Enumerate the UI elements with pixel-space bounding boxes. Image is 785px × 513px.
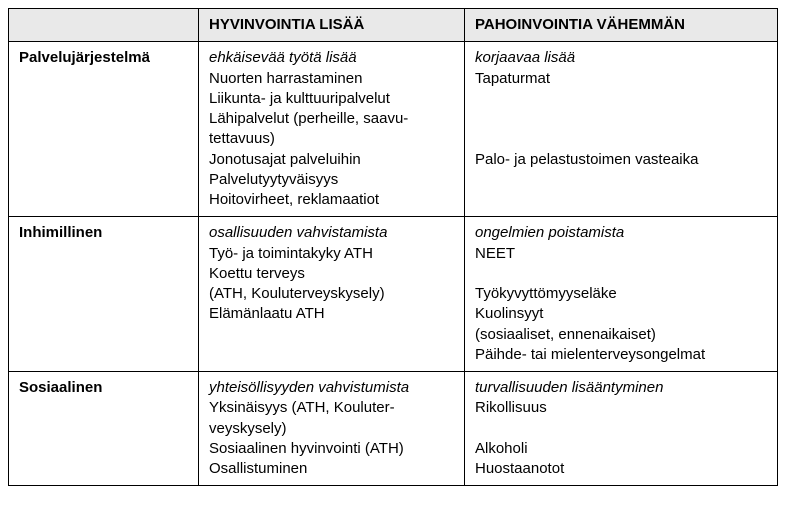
- cell-line: Rikollisuus: [475, 398, 767, 418]
- cell-line: Koettu terveys: [209, 264, 454, 284]
- cell-line: (ATH, Kouluterveyskysely): [209, 284, 454, 304]
- cell-line: NEET: [475, 244, 767, 264]
- cell-line: (sosiaaliset, ennenaikaiset): [475, 325, 767, 345]
- cell-line: Lähipalvelut (perheille, saavu-: [209, 109, 454, 129]
- cell-line: Hoitovirheet, reklamaatiot: [209, 190, 454, 210]
- cell-emphasis: korjaavaa lisää: [475, 48, 767, 68]
- header-blank: [9, 9, 199, 42]
- cell-line: Nuorten harrastaminen: [209, 69, 454, 89]
- table-row: Sosiaalinen yhteisöllisyyden vahvistumis…: [9, 372, 778, 486]
- cell-line: Elämänlaatu ATH: [209, 304, 454, 324]
- cell-r2-c2: ongelmien poistamista NEET Työkyvyttömyy…: [465, 217, 778, 372]
- cell-line: tettavuus): [209, 129, 454, 149]
- row-head-inhimillinen: Inhimillinen: [9, 217, 199, 372]
- table-header-row: HYVINVOINTIA LISÄÄ PAHOINVOINTIA VÄHEMMÄ…: [9, 9, 778, 42]
- cell-r1-c2: korjaavaa lisää Tapaturmat Palo- ja pela…: [465, 42, 778, 217]
- cell-line: Sosiaalinen hyvinvointi (ATH): [209, 439, 454, 459]
- row-head-sosiaalinen: Sosiaalinen: [9, 372, 199, 486]
- row-head-palvelujarjestelma: Palvelujärjestelmä: [9, 42, 199, 217]
- cell-line: Palo- ja pelastustoimen vasteaika: [475, 150, 767, 170]
- cell-emphasis: yhteisöllisyyden vahvistumista: [209, 378, 454, 398]
- cell-r3-c1: yhteisöllisyyden vahvistumista Yksinäisy…: [199, 372, 465, 486]
- wellbeing-table: HYVINVOINTIA LISÄÄ PAHOINVOINTIA VÄHEMMÄ…: [8, 8, 778, 486]
- cell-emphasis: turvallisuuden lisääntyminen: [475, 378, 767, 398]
- cell-emphasis: osallisuuden vahvistamista: [209, 223, 454, 243]
- cell-r2-c1: osallisuuden vahvistamista Työ- ja toimi…: [199, 217, 465, 372]
- cell-line: Alkoholi: [475, 439, 767, 459]
- header-col-2: PAHOINVOINTIA VÄHEMMÄN: [465, 9, 778, 42]
- cell-emphasis: ehkäisevää työtä lisää: [209, 48, 454, 68]
- cell-line: Liikunta- ja kulttuuripalvelut: [209, 89, 454, 109]
- cell-line: Työkyvyttömyyseläke: [475, 284, 767, 304]
- blank-line: [475, 264, 767, 284]
- cell-line: veyskysely): [209, 419, 454, 439]
- cell-line: Huostaanotot: [475, 459, 767, 479]
- cell-line: Jonotusajat palveluihin: [209, 150, 454, 170]
- table-row: Inhimillinen osallisuuden vahvistamista …: [9, 217, 778, 372]
- cell-line: Päihde- tai mielenterveysongelmat: [475, 345, 767, 365]
- cell-line: Osallistuminen: [209, 459, 454, 479]
- header-col-1: HYVINVOINTIA LISÄÄ: [199, 9, 465, 42]
- blank-line: [475, 419, 767, 439]
- cell-r1-c1: ehkäisevää työtä lisää Nuorten harrastam…: [199, 42, 465, 217]
- blank-line: [475, 129, 767, 149]
- table-row: Palvelujärjestelmä ehkäisevää työtä lisä…: [9, 42, 778, 217]
- blank-line: [475, 109, 767, 129]
- cell-r3-c2: turvallisuuden lisääntyminen Rikollisuus…: [465, 372, 778, 486]
- cell-line: Yksinäisyys (ATH, Kouluter-: [209, 398, 454, 418]
- cell-line: Tapaturmat: [475, 69, 767, 89]
- cell-line: Palvelutyytyväisyys: [209, 170, 454, 190]
- cell-emphasis: ongelmien poistamista: [475, 223, 767, 243]
- cell-line: Kuolinsyyt: [475, 304, 767, 324]
- cell-line: Työ- ja toimintakyky ATH: [209, 244, 454, 264]
- blank-line: [475, 89, 767, 109]
